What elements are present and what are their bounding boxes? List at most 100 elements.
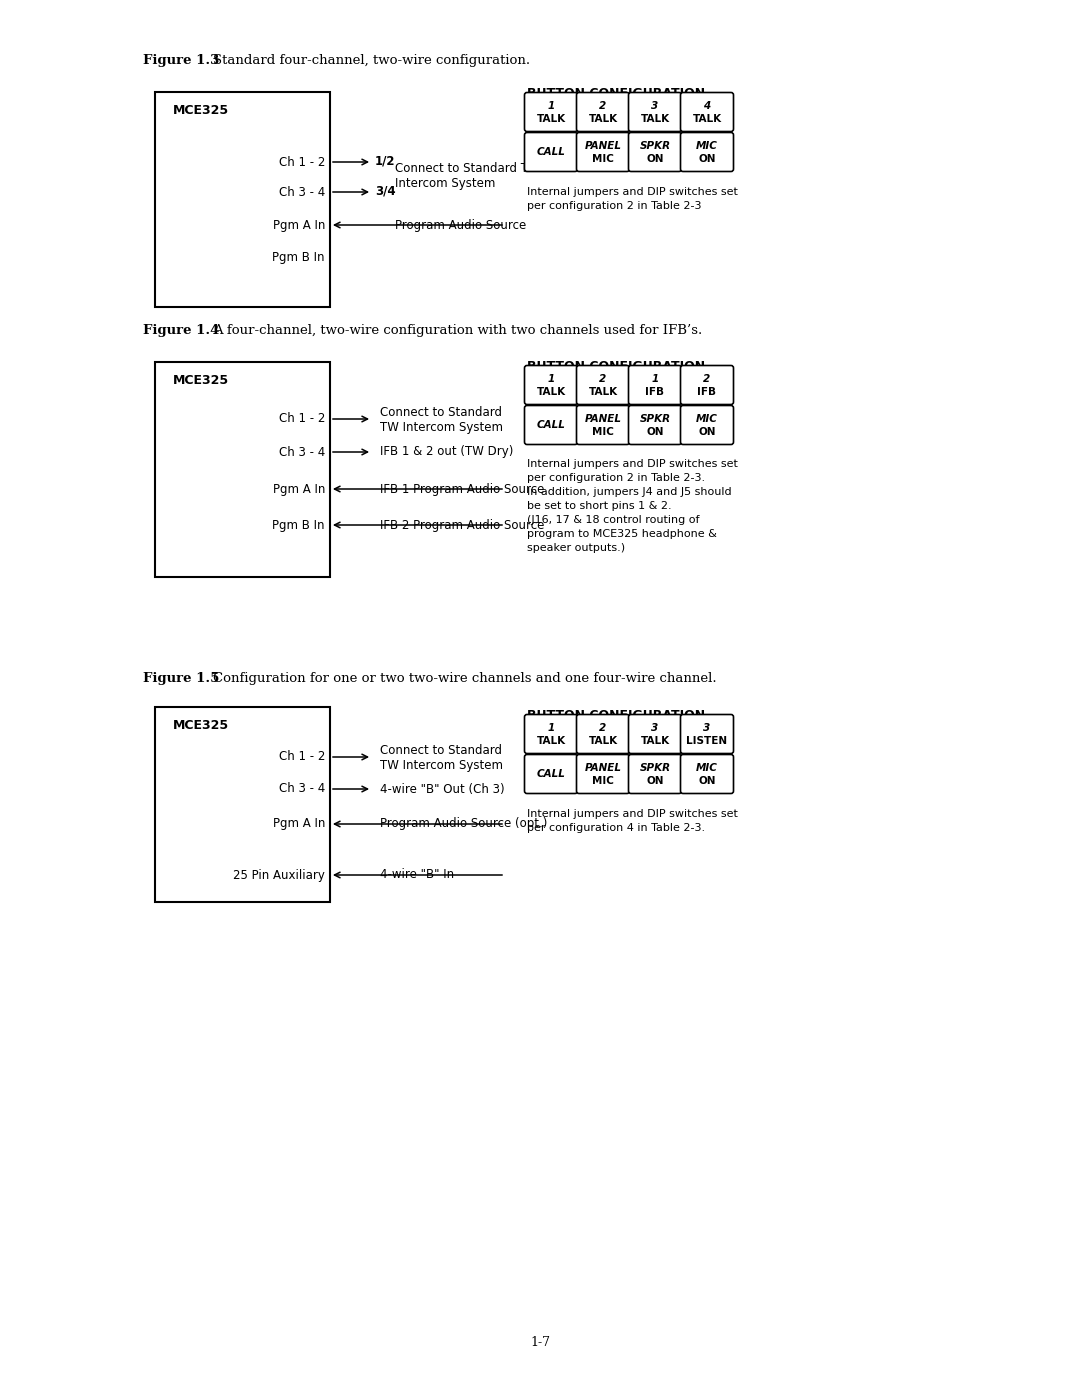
Text: TALK: TALK	[589, 736, 618, 746]
FancyBboxPatch shape	[577, 133, 630, 172]
Text: Ch 1 - 2: Ch 1 - 2	[279, 750, 325, 764]
Text: 2: 2	[599, 374, 607, 384]
Text: TALK: TALK	[692, 115, 721, 124]
Text: IFB 1 & 2 out (TW Dry): IFB 1 & 2 out (TW Dry)	[380, 446, 513, 458]
Text: SPKR: SPKR	[639, 763, 671, 773]
Text: 3: 3	[651, 724, 659, 733]
FancyBboxPatch shape	[525, 366, 578, 405]
Text: IFB 1 Program Audio Source: IFB 1 Program Audio Source	[380, 482, 544, 496]
Text: Connect to Standard: Connect to Standard	[380, 407, 502, 419]
Text: MCE325: MCE325	[173, 103, 229, 117]
FancyBboxPatch shape	[629, 133, 681, 172]
Text: Figure 1.3: Figure 1.3	[143, 54, 219, 67]
FancyBboxPatch shape	[629, 366, 681, 405]
FancyBboxPatch shape	[525, 133, 578, 172]
Text: TALK: TALK	[589, 115, 618, 124]
FancyBboxPatch shape	[577, 754, 630, 793]
Text: Pgm A In: Pgm A In	[272, 817, 325, 830]
Text: 3/4: 3/4	[375, 184, 395, 197]
Text: LISTEN: LISTEN	[687, 736, 728, 746]
Text: 4-wire "B" In: 4-wire "B" In	[380, 869, 454, 882]
Text: MIC: MIC	[697, 415, 718, 425]
FancyBboxPatch shape	[680, 133, 733, 172]
Text: PANEL: PANEL	[584, 415, 621, 425]
Text: 1: 1	[548, 724, 555, 733]
Text: 1: 1	[651, 374, 659, 384]
Text: ON: ON	[646, 777, 664, 787]
FancyBboxPatch shape	[629, 92, 681, 131]
Text: PANEL: PANEL	[584, 763, 621, 773]
Text: Internal jumpers and DIP switches set
per configuration 2 in Table 2-3: Internal jumpers and DIP switches set pe…	[527, 187, 738, 211]
Text: MIC: MIC	[697, 141, 718, 151]
FancyBboxPatch shape	[629, 405, 681, 444]
Text: Ch 3 - 4: Ch 3 - 4	[279, 446, 325, 458]
Text: TALK: TALK	[537, 115, 566, 124]
FancyBboxPatch shape	[525, 714, 578, 753]
Text: ON: ON	[646, 427, 664, 437]
Text: TW Intercom System: TW Intercom System	[380, 760, 503, 773]
Text: CALL: CALL	[537, 420, 566, 430]
Text: CALL: CALL	[537, 768, 566, 780]
Text: 3: 3	[651, 101, 659, 112]
Text: CALL: CALL	[537, 147, 566, 156]
FancyBboxPatch shape	[525, 754, 578, 793]
Text: TW Intercom System: TW Intercom System	[380, 422, 503, 434]
FancyBboxPatch shape	[525, 405, 578, 444]
Text: 4-wire "B" Out (Ch 3): 4-wire "B" Out (Ch 3)	[380, 782, 504, 795]
Text: 1-7: 1-7	[530, 1336, 550, 1348]
Text: Internal jumpers and DIP switches set
per configuration 4 in Table 2-3.: Internal jumpers and DIP switches set pe…	[527, 809, 738, 833]
Text: 2: 2	[703, 374, 711, 384]
FancyBboxPatch shape	[629, 754, 681, 793]
Text: 3: 3	[703, 724, 711, 733]
Text: Internal jumpers and DIP switches set
per configuration 2 in Table 2-3.
In addit: Internal jumpers and DIP switches set pe…	[527, 460, 738, 553]
Bar	[156, 362, 330, 577]
Text: IFB: IFB	[646, 387, 664, 398]
Text: TALK: TALK	[537, 387, 566, 398]
Text: MCE325: MCE325	[173, 374, 229, 387]
Text: 2: 2	[599, 101, 607, 112]
Bar	[156, 707, 330, 902]
Text: MIC: MIC	[592, 155, 613, 165]
Text: Ch 1 - 2: Ch 1 - 2	[279, 412, 325, 426]
Text: ON: ON	[699, 155, 716, 165]
Text: ON: ON	[699, 427, 716, 437]
FancyBboxPatch shape	[525, 92, 578, 131]
FancyBboxPatch shape	[680, 92, 733, 131]
Text: Configuration for one or two two-wire channels and one four-wire channel.: Configuration for one or two two-wire ch…	[213, 672, 717, 685]
Text: IFB 2 Program Audio Source: IFB 2 Program Audio Source	[380, 518, 544, 531]
FancyBboxPatch shape	[577, 366, 630, 405]
Text: Figure 1.5: Figure 1.5	[143, 672, 219, 685]
FancyBboxPatch shape	[680, 754, 733, 793]
Text: TALK: TALK	[589, 387, 618, 398]
FancyBboxPatch shape	[680, 714, 733, 753]
FancyBboxPatch shape	[680, 366, 733, 405]
Text: TALK: TALK	[640, 115, 670, 124]
Text: Pgm B In: Pgm B In	[272, 250, 325, 264]
Text: 1: 1	[548, 101, 555, 112]
Text: TALK: TALK	[537, 736, 566, 746]
Text: TALK: TALK	[640, 736, 670, 746]
Text: Program Audio Source (opt.): Program Audio Source (opt.)	[380, 817, 548, 830]
Bar	[156, 92, 330, 307]
Text: Ch 1 - 2: Ch 1 - 2	[279, 155, 325, 169]
Text: MCE325: MCE325	[173, 719, 229, 732]
Text: Pgm A In: Pgm A In	[272, 482, 325, 496]
Text: 2: 2	[599, 724, 607, 733]
Text: ON: ON	[699, 777, 716, 787]
Text: MIC: MIC	[592, 777, 613, 787]
Text: Connect to Standard: Connect to Standard	[380, 745, 502, 757]
Text: 4: 4	[703, 101, 711, 112]
Text: BUTTON CONFIGURATION: BUTTON CONFIGURATION	[527, 710, 705, 722]
Text: Program Audio Source: Program Audio Source	[395, 218, 526, 232]
FancyBboxPatch shape	[629, 714, 681, 753]
Text: Connect to Standard TW: Connect to Standard TW	[395, 162, 540, 176]
Text: Pgm A In: Pgm A In	[272, 218, 325, 232]
Text: Intercom System: Intercom System	[395, 177, 496, 190]
FancyBboxPatch shape	[680, 405, 733, 444]
Text: A four-channel, two-wire configuration with two channels used for IFB’s.: A four-channel, two-wire configuration w…	[213, 324, 702, 337]
Text: SPKR: SPKR	[639, 415, 671, 425]
Text: SPKR: SPKR	[639, 141, 671, 151]
FancyBboxPatch shape	[577, 92, 630, 131]
Text: Standard four-channel, two-wire configuration.: Standard four-channel, two-wire configur…	[213, 54, 530, 67]
FancyBboxPatch shape	[577, 405, 630, 444]
